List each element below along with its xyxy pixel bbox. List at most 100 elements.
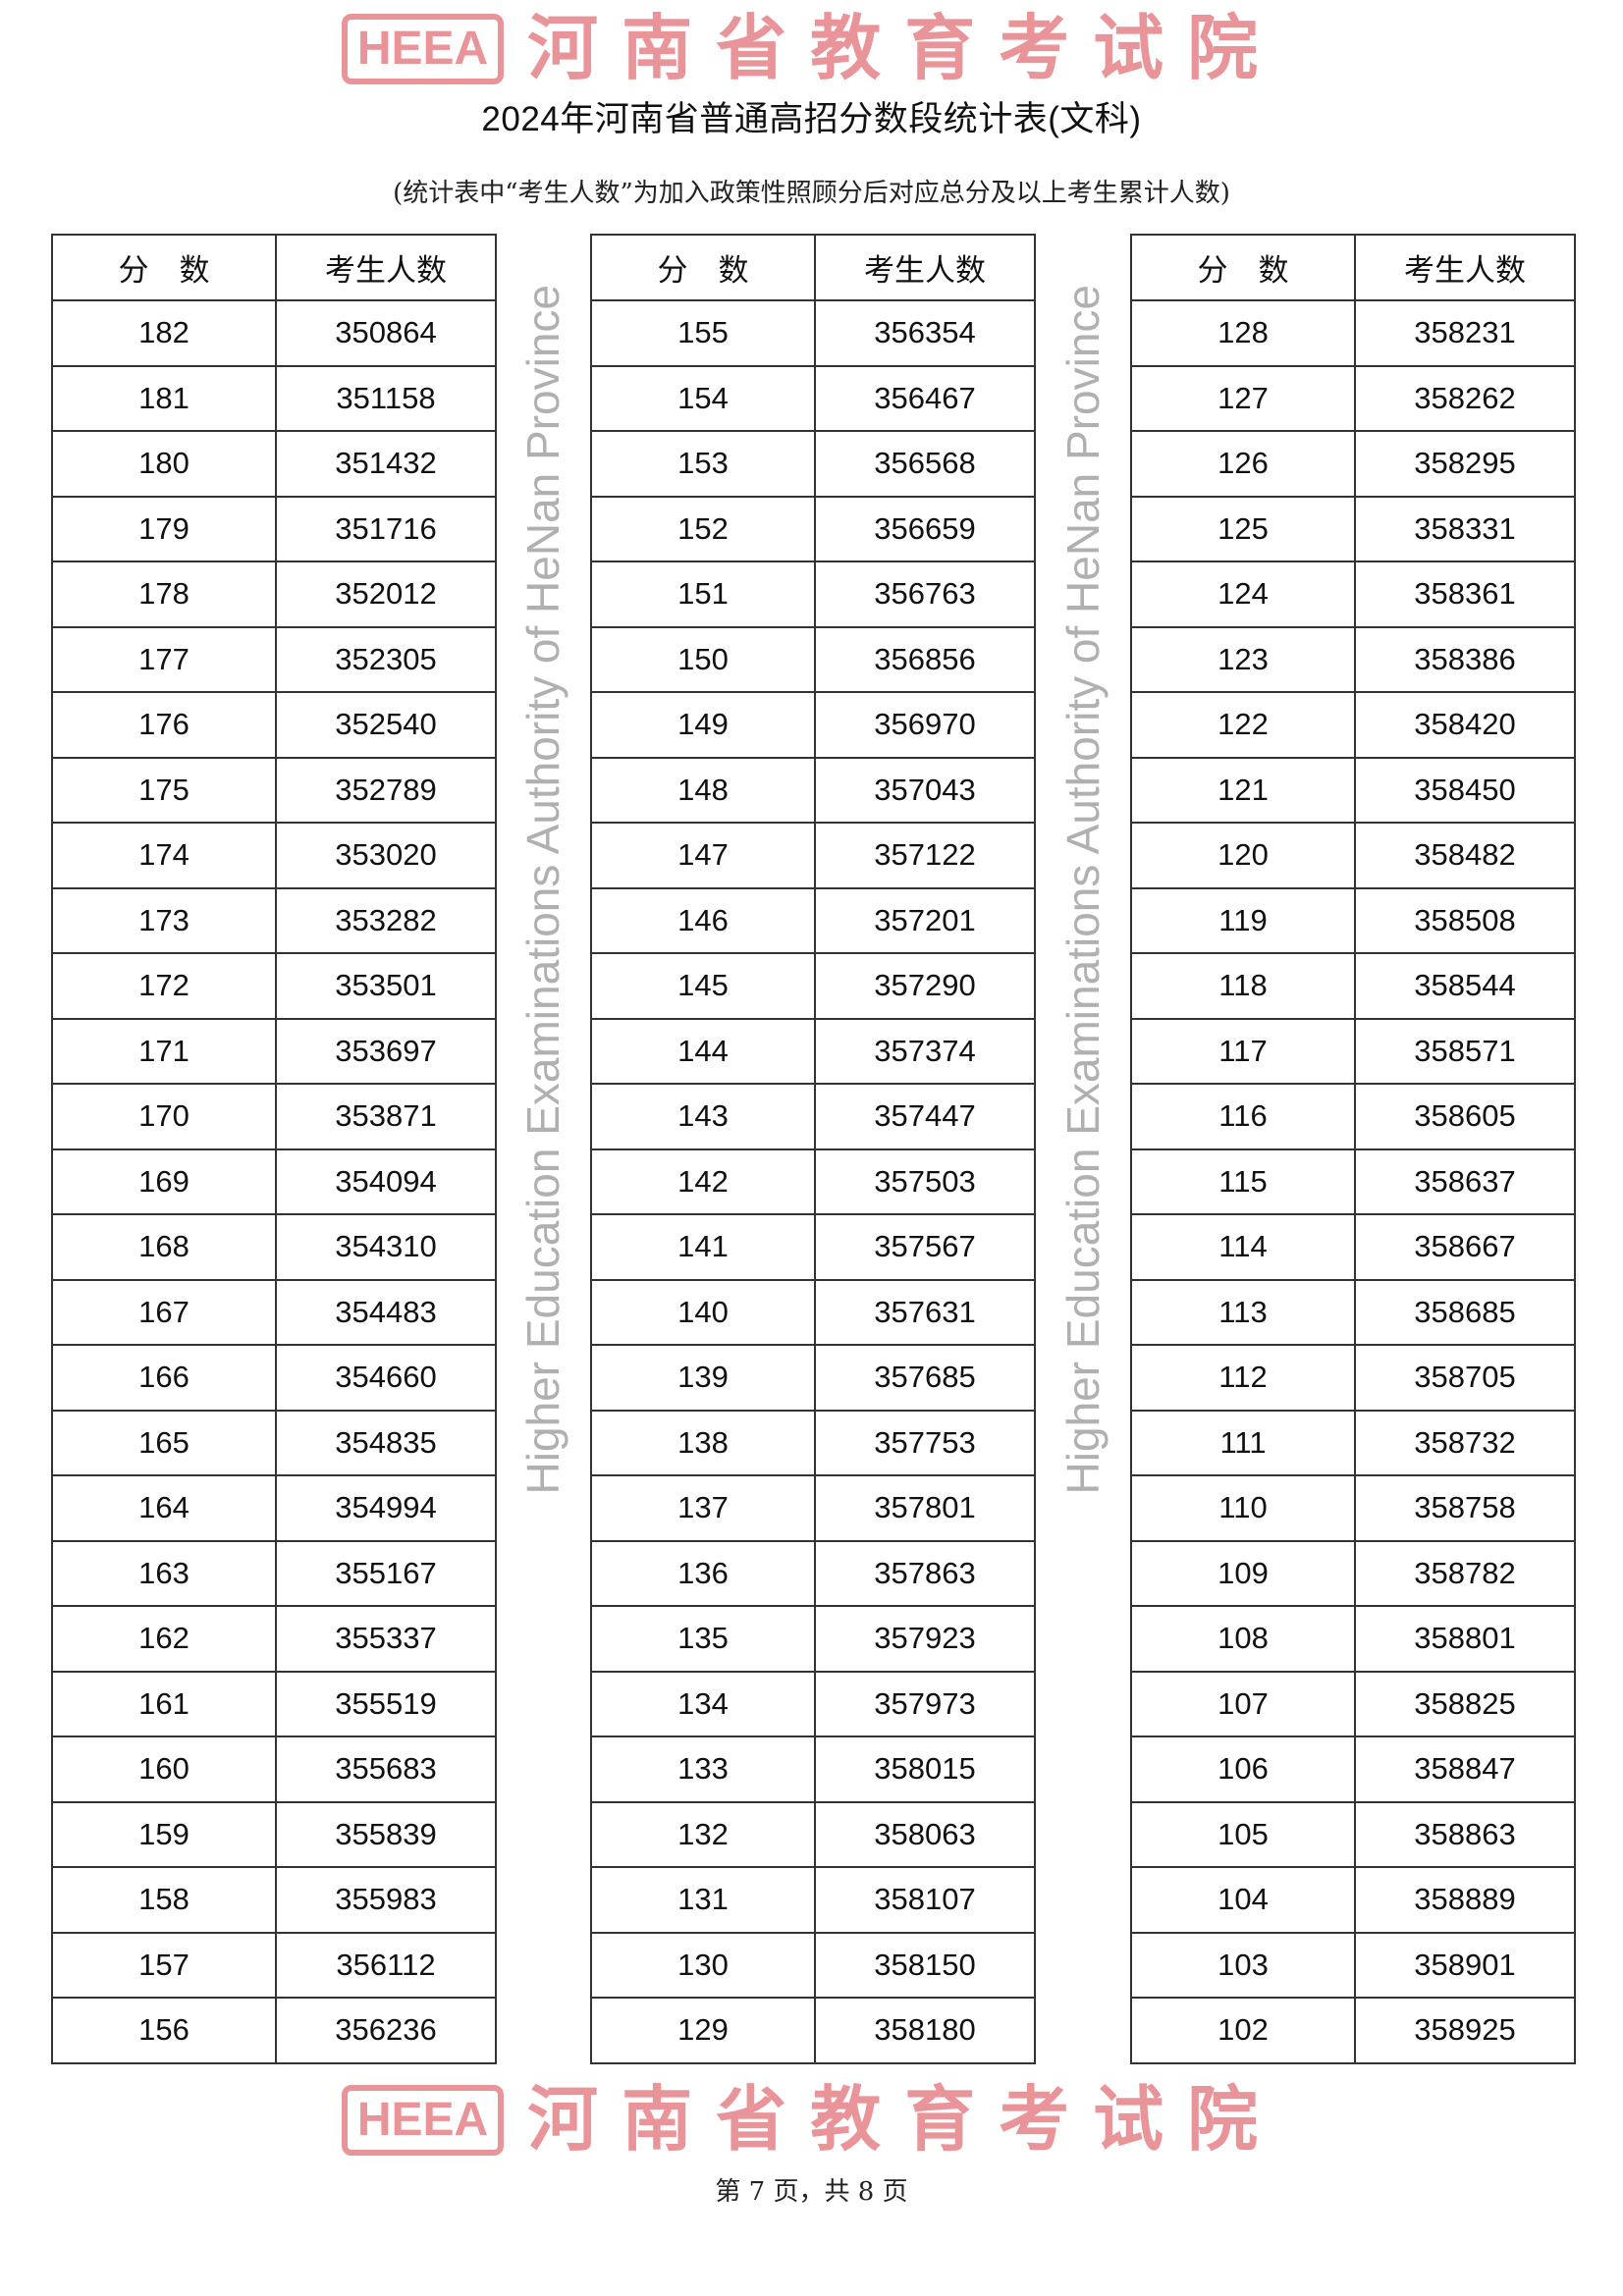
count-cell: 358825 <box>1354 1670 1576 1737</box>
count-cell: 357122 <box>814 822 1036 889</box>
table-row: 182 350864 <box>51 299 497 367</box>
score-cell: 119 <box>1130 886 1356 954</box>
table-row: 118 358544 <box>1130 952 1576 1020</box>
score-cell: 126 <box>1130 430 1356 498</box>
score-cell: 150 <box>590 625 816 693</box>
score-cell: 139 <box>590 1344 816 1412</box>
table-row: 168 354310 <box>51 1213 497 1281</box>
table-row: 109 358782 <box>1130 1539 1576 1607</box>
page-title: 2024年河南省普通高招分数段统计表(文科) <box>481 100 1142 138</box>
score-cell: 143 <box>590 1083 816 1150</box>
count-cell: 358889 <box>1354 1866 1576 1934</box>
table-row: 158 355983 <box>51 1866 497 1934</box>
count-cell: 358150 <box>814 1931 1036 1999</box>
table-row: 173 353282 <box>51 886 497 954</box>
table-row: 113 358685 <box>1130 1278 1576 1346</box>
count-cell: 356856 <box>814 625 1036 693</box>
header-count: 考生人数 <box>275 234 497 301</box>
table-row: 162 355337 <box>51 1605 497 1673</box>
table-row: 150 356856 <box>590 625 1036 693</box>
score-cell: 110 <box>1130 1474 1356 1542</box>
table-row: 169 354094 <box>51 1148 497 1215</box>
score-cell: 123 <box>1130 625 1356 693</box>
count-cell: 356763 <box>814 561 1036 628</box>
table-row: 178 352012 <box>51 561 497 628</box>
score-cell: 156 <box>51 1997 277 2064</box>
count-cell: 358705 <box>1354 1344 1576 1412</box>
table-row: 135 357923 <box>590 1605 1036 1673</box>
watermark-cn-2: HEEA 河南省教育考试院 <box>0 2079 1623 2162</box>
count-cell: 355983 <box>275 1866 497 1934</box>
score-cell: 151 <box>590 561 816 628</box>
count-cell: 358847 <box>1354 1735 1576 1803</box>
count-cell: 358180 <box>814 1997 1036 2064</box>
table-row: 115 358637 <box>1130 1148 1576 1215</box>
table-row: 171 353697 <box>51 1017 497 1085</box>
table-row: 154 356467 <box>590 364 1036 432</box>
count-cell: 357201 <box>814 886 1036 954</box>
table-row: 107 358825 <box>1130 1670 1576 1737</box>
score-cell: 127 <box>1130 364 1356 432</box>
table-row: 141 357567 <box>590 1213 1036 1281</box>
table-row: 124 358361 <box>1130 561 1576 628</box>
score-cell: 163 <box>51 1539 277 1607</box>
table-row: 163 355167 <box>51 1539 497 1607</box>
page-subtitle: (统计表中“考生人数”为加入政策性照顾分后对应总分及以上考生累计人数) <box>393 179 1230 208</box>
count-cell: 357685 <box>814 1344 1036 1412</box>
table-row: 102 358925 <box>1130 1997 1576 2064</box>
count-cell: 352540 <box>275 691 497 759</box>
table-row: 144 357374 <box>590 1017 1036 1085</box>
table-row: 143 357447 <box>590 1083 1036 1150</box>
table-row: 153 356568 <box>590 430 1036 498</box>
score-cell: 107 <box>1130 1670 1356 1737</box>
score-cell: 111 <box>1130 1409 1356 1476</box>
count-cell: 358482 <box>1354 822 1576 889</box>
score-cell: 138 <box>590 1409 816 1476</box>
table-row: 155 356354 <box>590 299 1036 367</box>
table-row: 112 358705 <box>1130 1344 1576 1412</box>
watermark-logo: HEEA <box>341 14 505 84</box>
score-cell: 114 <box>1130 1213 1356 1281</box>
score-cell: 103 <box>1130 1931 1356 1999</box>
score-table-1: 分 数考生人数 182 350864 181 351158 180 351432 179 351… <box>51 234 497 2064</box>
count-cell: 352012 <box>275 561 497 628</box>
table-row: 140 357631 <box>590 1278 1036 1346</box>
table-row: 129 358180 <box>590 1997 1036 2064</box>
count-cell: 356568 <box>814 430 1036 498</box>
score-cell: 113 <box>1130 1278 1356 1346</box>
table-row: 159 355839 <box>51 1800 497 1868</box>
count-cell: 356112 <box>275 1931 497 1999</box>
header-count: 考生人数 <box>814 234 1036 301</box>
table-row: 134 357973 <box>590 1670 1036 1737</box>
count-cell: 352305 <box>275 625 497 693</box>
count-cell: 353282 <box>275 886 497 954</box>
watermark-logo: HEEA <box>341 2085 505 2156</box>
count-cell: 358015 <box>814 1735 1036 1803</box>
count-cell: 356236 <box>275 1997 497 2064</box>
score-cell: 125 <box>1130 495 1356 562</box>
count-cell: 357923 <box>814 1605 1036 1673</box>
table-row: 130 358150 <box>590 1931 1036 1999</box>
score-cell: 144 <box>590 1017 816 1085</box>
table-row: 111 358732 <box>1130 1409 1576 1476</box>
score-cell: 173 <box>51 886 277 954</box>
table-row: 145 357290 <box>590 952 1036 1020</box>
table-row: 120 358482 <box>1130 822 1576 889</box>
count-cell: 353501 <box>275 952 497 1020</box>
count-cell: 357567 <box>814 1213 1036 1281</box>
count-cell: 358450 <box>1354 756 1576 824</box>
score-cell: 148 <box>590 756 816 824</box>
count-cell: 350864 <box>275 299 497 367</box>
score-cell: 136 <box>590 1539 816 1607</box>
score-cell: 142 <box>590 1148 816 1215</box>
count-cell: 358295 <box>1354 430 1576 498</box>
count-cell: 358331 <box>1354 495 1576 562</box>
score-cell: 165 <box>51 1409 277 1476</box>
count-cell: 353697 <box>275 1017 497 1085</box>
score-cell: 116 <box>1130 1083 1356 1150</box>
count-cell: 353020 <box>275 822 497 889</box>
score-cell: 132 <box>590 1800 816 1868</box>
table-row: 170 353871 <box>51 1083 497 1150</box>
score-cell: 157 <box>51 1931 277 1999</box>
score-cell: 181 <box>51 364 277 432</box>
